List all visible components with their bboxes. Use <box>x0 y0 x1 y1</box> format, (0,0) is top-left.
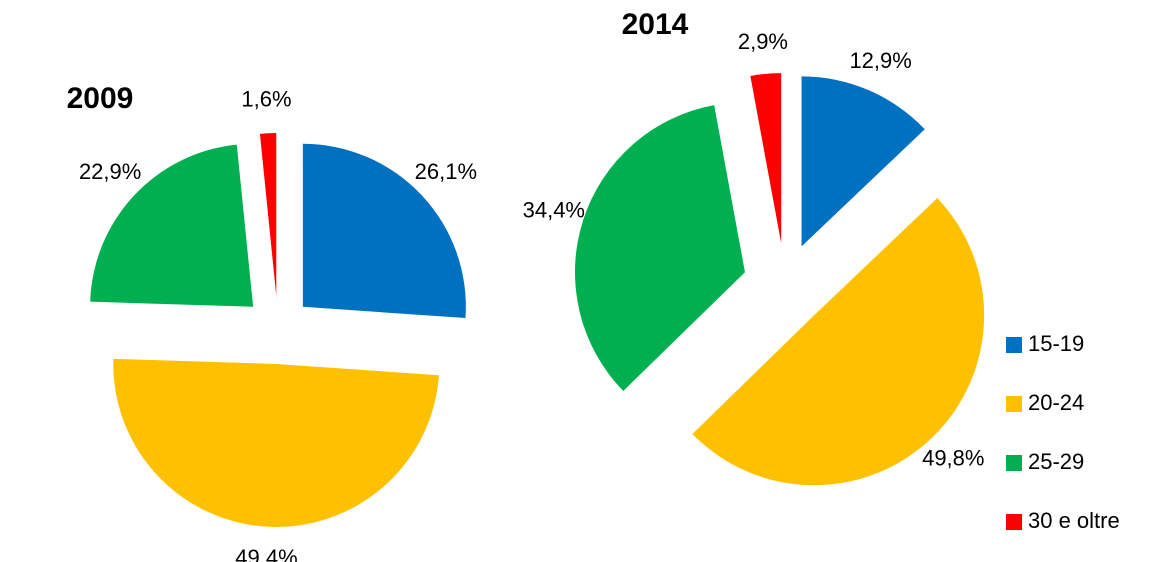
chart-title: 2009 <box>67 82 134 115</box>
legend-label: 25-29 <box>1028 449 1084 474</box>
data-label: 26,1% <box>415 159 477 184</box>
legend-swatch <box>1006 396 1022 412</box>
data-label: 12,9% <box>849 48 911 73</box>
legend-swatch <box>1006 455 1022 471</box>
legend-label: 20-24 <box>1028 390 1084 415</box>
data-label: 2,9% <box>738 29 788 54</box>
legend-label: 30 e oltre <box>1028 508 1120 533</box>
pie-slice <box>574 105 745 391</box>
pie-slice <box>90 144 254 307</box>
pie-slice <box>113 358 439 527</box>
pie-slice <box>302 143 466 319</box>
pie-slice <box>801 76 925 247</box>
pie-slice <box>259 133 277 297</box>
data-label: 22,9% <box>79 159 141 184</box>
legend-swatch <box>1006 337 1022 353</box>
legend-swatch <box>1006 514 1022 530</box>
pie-slice <box>750 73 782 244</box>
data-label: 1,6% <box>241 87 291 112</box>
chart-title: 2014 <box>622 8 689 41</box>
data-label: 34,4% <box>523 197 585 222</box>
data-label: 49,8% <box>922 446 984 471</box>
pie-slice <box>692 198 985 486</box>
legend-label: 15-19 <box>1028 331 1084 356</box>
data-label: 49,4% <box>235 545 297 562</box>
